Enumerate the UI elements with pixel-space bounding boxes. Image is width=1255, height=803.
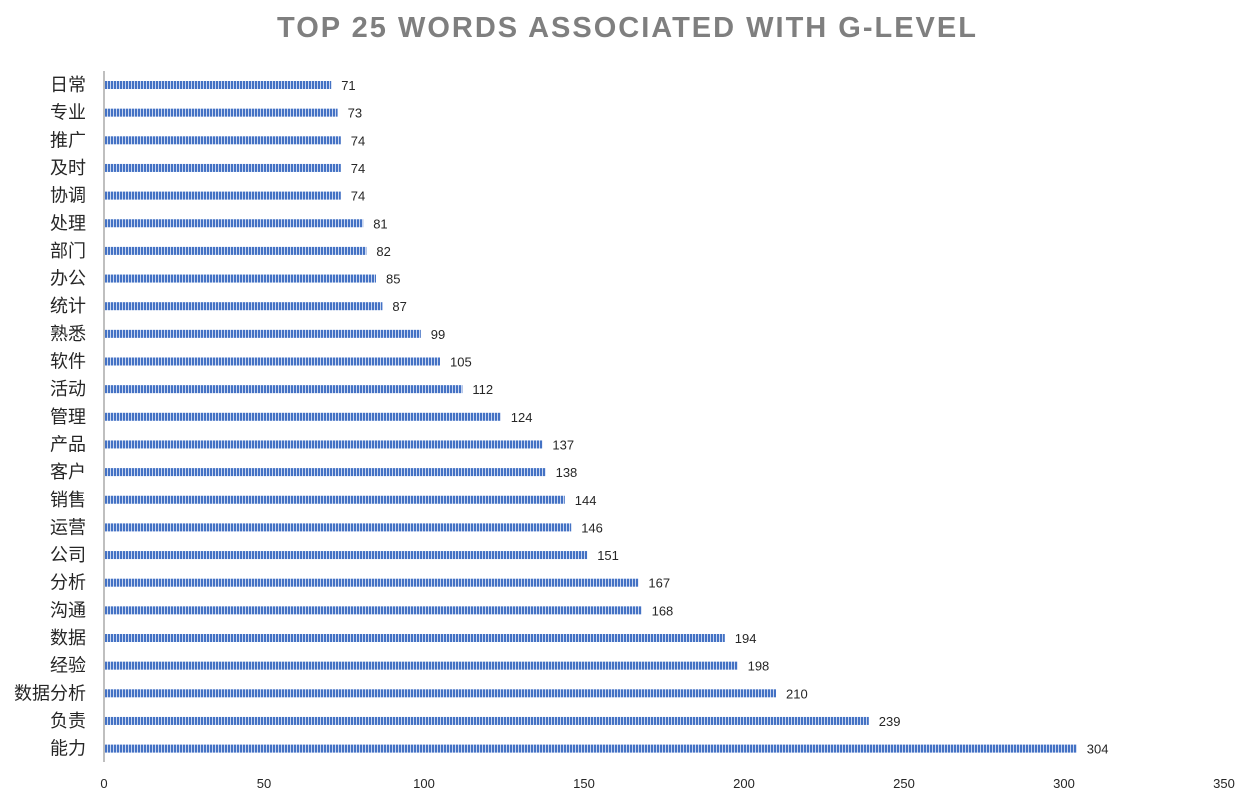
- data-label: 73: [348, 106, 362, 121]
- category-label: 日常: [50, 75, 86, 95]
- category-label: 熟悉: [50, 324, 86, 344]
- category-label: 软件: [50, 352, 86, 372]
- data-label: 124: [511, 410, 533, 425]
- x-tick-label: 50: [257, 776, 271, 791]
- bars-layer: 日常 71 专业 73 推广 74 及时 74 协调 74 处理 81 部门 82 办公 85 统计 87 熟悉 99…: [14, 75, 1109, 759]
- data-label: 105: [450, 355, 472, 370]
- category-label: 经验: [50, 656, 86, 676]
- bar: [105, 468, 546, 477]
- category-label: 客户: [50, 462, 86, 482]
- bar: [105, 302, 383, 311]
- bar: [105, 108, 338, 117]
- bar: [105, 634, 725, 642]
- data-label: 85: [386, 272, 400, 287]
- category-label: 运营: [50, 517, 86, 537]
- category-label: 推广: [50, 130, 86, 150]
- bar: [105, 412, 501, 421]
- data-label: 198: [748, 659, 770, 674]
- bar: [105, 551, 588, 560]
- category-label: 沟通: [50, 600, 86, 620]
- data-label: 210: [786, 686, 808, 701]
- category-label: 及时: [50, 158, 86, 178]
- data-label: 81: [373, 216, 387, 231]
- bar: [105, 246, 367, 255]
- bar: [105, 661, 738, 670]
- bar: [105, 578, 639, 587]
- category-label: 办公: [50, 269, 86, 289]
- category-label: 数据: [50, 628, 86, 648]
- data-label: 168: [652, 603, 674, 618]
- data-label: 167: [648, 576, 670, 591]
- bar: [105, 81, 332, 89]
- x-tick-label: 150: [573, 776, 595, 791]
- bar: [105, 606, 642, 615]
- category-label: 协调: [50, 186, 86, 206]
- bar: [105, 523, 572, 532]
- category-label: 统计: [50, 296, 86, 316]
- bar: [105, 136, 341, 145]
- category-label: 专业: [50, 103, 86, 123]
- data-label: 151: [597, 548, 619, 563]
- data-label: 82: [376, 244, 390, 259]
- x-tick-label: 300: [1053, 776, 1075, 791]
- category-label: 处理: [50, 213, 86, 233]
- data-label: 112: [472, 382, 493, 397]
- data-label: 144: [575, 493, 597, 508]
- bar: [105, 191, 341, 200]
- category-label: 产品: [50, 434, 86, 454]
- bar: [105, 716, 869, 725]
- data-label: 239: [879, 714, 901, 729]
- data-label: 138: [556, 465, 578, 480]
- x-tick-label: 350: [1213, 776, 1235, 791]
- category-label: 活动: [50, 379, 86, 399]
- bar: [105, 329, 421, 338]
- bar: [105, 219, 364, 228]
- data-label: 74: [351, 161, 365, 176]
- data-label: 99: [431, 327, 445, 342]
- bar: [105, 357, 440, 366]
- chart-title: TOP 25 WORDS ASSOCIATED WITH G-LEVEL: [277, 12, 978, 44]
- category-label: 公司: [50, 545, 86, 565]
- x-tick-label: 200: [733, 776, 755, 791]
- category-label: 负责: [50, 711, 86, 731]
- x-tick-label: 0: [100, 776, 107, 791]
- category-label: 能力: [50, 739, 86, 759]
- data-label: 194: [735, 631, 757, 646]
- category-label: 管理: [50, 407, 86, 427]
- category-label: 分析: [50, 573, 86, 593]
- bar: [105, 495, 565, 504]
- data-label: 71: [341, 78, 355, 93]
- bar: [105, 744, 1077, 753]
- category-label: 销售: [50, 490, 86, 510]
- x-axis-ticks: 0 50 100 150 200 250 300 350: [100, 776, 1234, 791]
- bar: [105, 689, 776, 698]
- bar: [105, 385, 463, 394]
- bar: [105, 440, 543, 449]
- category-label: 部门: [50, 241, 86, 261]
- bar: [105, 163, 341, 172]
- data-label: 74: [351, 189, 365, 204]
- category-label: 数据分析: [14, 683, 86, 703]
- x-tick-label: 100: [413, 776, 435, 791]
- data-label: 74: [351, 133, 365, 148]
- data-label: 304: [1087, 742, 1109, 757]
- data-label: 87: [392, 299, 406, 314]
- data-label: 146: [581, 520, 603, 535]
- x-tick-label: 250: [893, 776, 915, 791]
- data-label: 137: [552, 437, 574, 452]
- bar: [105, 274, 376, 283]
